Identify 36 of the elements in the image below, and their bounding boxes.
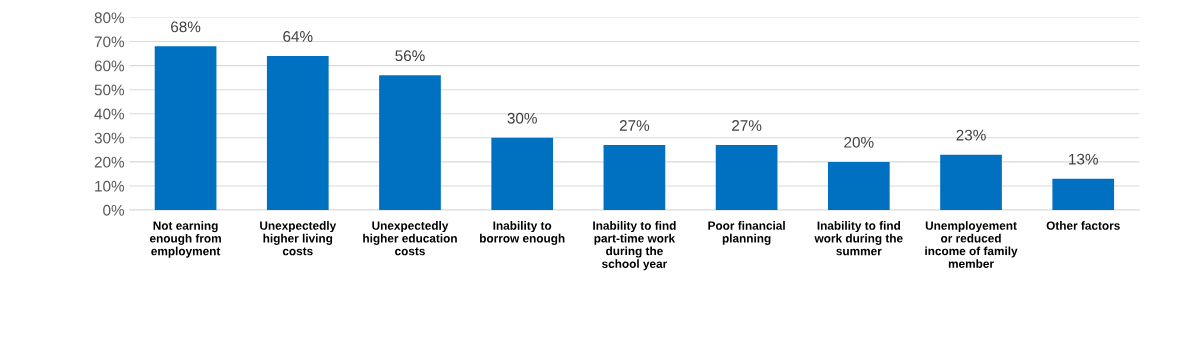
x-tick-label: Inability to find part-time work during the school year [593,221,676,271]
y-tick-label: 30% [94,132,125,144]
y-tick-label: 20% [94,156,125,168]
data-label: 64% [283,31,313,42]
data-label: 27% [619,120,650,131]
y-tick-label: 80% [94,12,125,24]
data-label: 68% [171,21,201,33]
bar [715,145,778,210]
x-tick-label: Unexpectedly higher living costs [260,221,337,256]
data-label: 23% [956,129,986,141]
x-tick-label: Inability to borrow enough [480,221,565,245]
x-tick-label: Inability to find work during the summer [814,221,903,256]
y-tick-label: 10% [95,180,125,192]
y-tick-label: 40% [94,108,125,120]
bar [491,137,554,210]
data-label: 13% [1069,153,1098,165]
x-tick-label: Unexpectedly higher education costs [363,221,457,256]
bar [379,75,441,210]
bar [1052,178,1115,210]
x-tick-label: Not earning enough from employment [149,221,221,258]
bar [603,145,666,210]
y-tick-label: 70% [94,36,125,48]
x-tick-label: Unemployement or reduced income of family member [925,221,1018,268]
data-label: 27% [732,120,762,131]
data-label: 30% [507,112,537,124]
x-tick-label: Other factors [1046,221,1120,230]
bar [266,56,329,210]
data-label: 20% [844,136,874,148]
bar [154,46,217,210]
bar [940,154,1002,210]
x-tick-label: Poor financial planning [708,221,785,245]
y-tick-label: 60% [94,60,125,72]
data-label: 56% [395,50,425,62]
bar [827,161,890,210]
y-tick-label: 50% [94,84,125,96]
y-tick-label: 0% [103,204,125,216]
